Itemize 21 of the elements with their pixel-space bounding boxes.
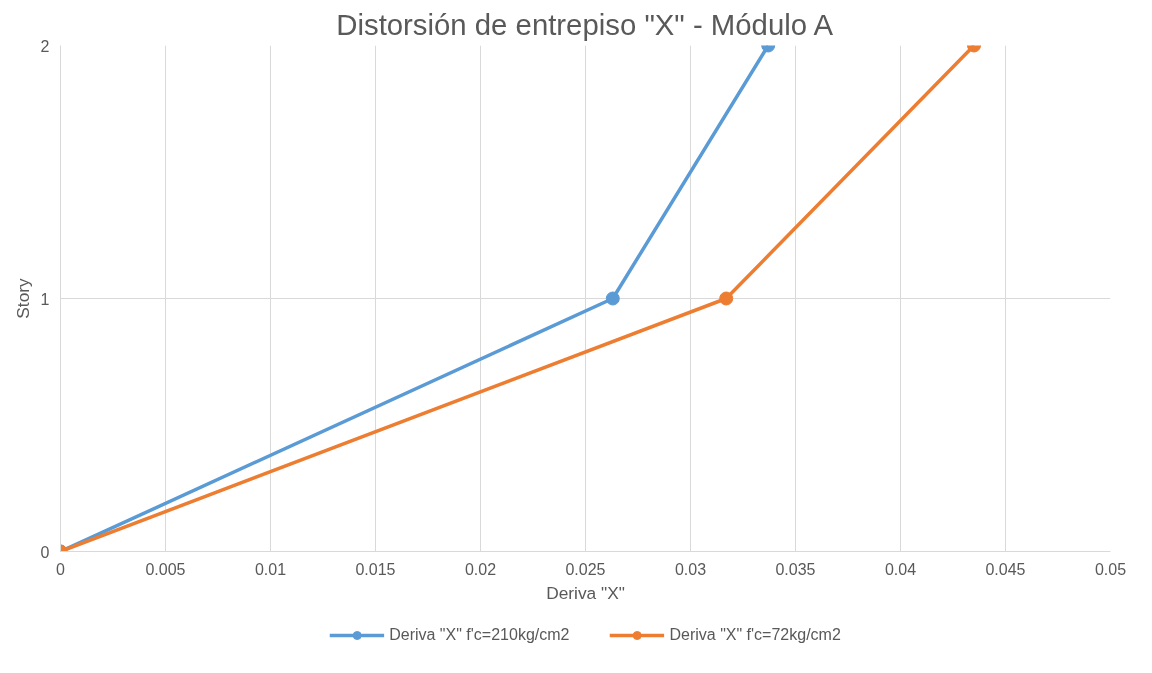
chart-title: Distorsión de entrepiso "X" - Módulo A: [336, 7, 834, 41]
point: [719, 291, 734, 306]
x-axis-title: Deriva "X": [546, 582, 625, 603]
legend-label: Deriva "X" f'c=210kg/cm2: [389, 626, 570, 644]
x-tick-label: 0.03: [674, 560, 707, 578]
x-tick-label: 0: [56, 560, 66, 578]
x-tick-label: 0.035: [775, 560, 816, 578]
x-tick-label: 0.005: [145, 560, 186, 578]
y-tick-label: 2: [40, 37, 50, 55]
x-tick-label: 0.015: [355, 560, 396, 578]
x-tick-label: 0.025: [565, 560, 606, 578]
y-axis-title: Story: [12, 277, 33, 319]
x-tick-label: 0.01: [254, 560, 287, 578]
legend-label: Deriva "X" f'c=72kg/cm2: [669, 626, 841, 644]
x-tick-label: 0.02: [464, 560, 497, 578]
point: [605, 291, 620, 306]
y-tick-label: 1: [40, 290, 50, 308]
x-tick-label: 0.045: [985, 560, 1026, 578]
x-tick-label: 0.05: [1094, 560, 1127, 578]
x-tick-label: 0.04: [884, 560, 917, 578]
y-tick-label: 0: [40, 543, 50, 561]
